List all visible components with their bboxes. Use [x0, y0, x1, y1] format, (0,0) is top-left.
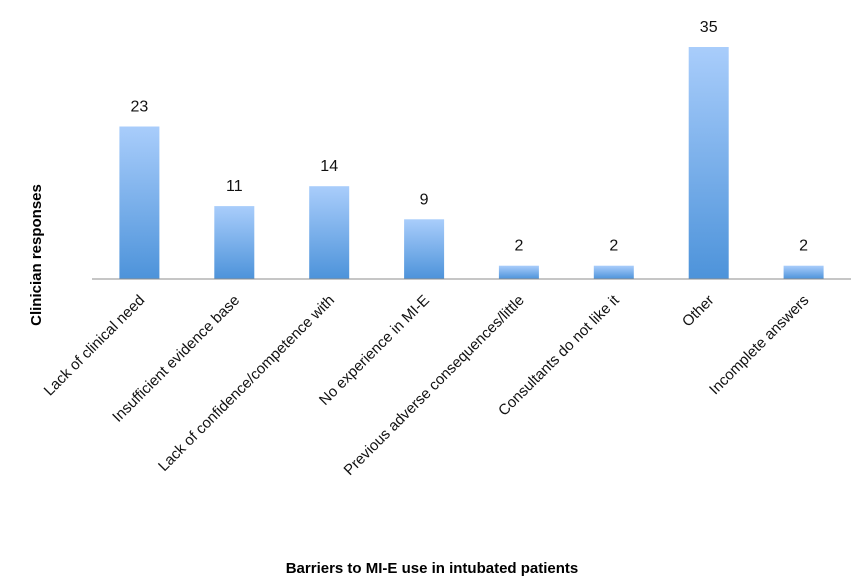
data-label-8: 2 — [799, 238, 808, 255]
data-label-5: 2 — [514, 238, 523, 255]
data-label-2: 11 — [226, 178, 243, 195]
bar-6 — [593, 265, 634, 279]
x-tick-label-3: Lack of confidence/competence with — [155, 292, 338, 475]
data-label-3: 14 — [320, 158, 338, 175]
x-tick-label-1: Lack of clinical need — [41, 292, 149, 400]
data-label-6: 2 — [609, 238, 618, 255]
x-axis-title: Barriers to MI-E use in intubated patien… — [286, 560, 579, 577]
bar-2 — [214, 206, 255, 279]
x-tick-label-8: Incomplete answers — [706, 292, 812, 398]
bar-5 — [498, 265, 539, 279]
data-label-1: 23 — [131, 99, 149, 116]
bar-3 — [309, 186, 350, 279]
bar-8 — [783, 265, 824, 279]
bar-4 — [404, 219, 445, 279]
y-axis-title: Clinician responses — [28, 184, 45, 326]
x-tick-label-7: Other — [679, 292, 718, 331]
bar-7 — [688, 47, 729, 279]
x-tick-label-5: Previous adverse consequences/little — [341, 292, 528, 479]
data-label-7: 35 — [700, 19, 718, 36]
bars-group — [119, 47, 824, 279]
data-label-4: 9 — [420, 191, 429, 208]
bar-1 — [119, 126, 160, 279]
